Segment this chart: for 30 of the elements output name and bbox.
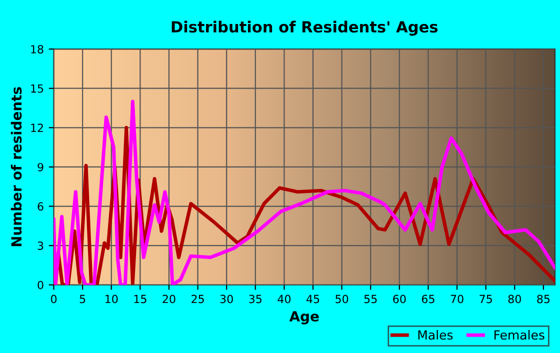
x-axis-title: Age: [289, 311, 319, 324]
chart-title: Distribution of Residents' Ages: [172, 20, 438, 36]
x-tick-label: 25: [192, 294, 204, 304]
x-tick-label: 75: [480, 294, 492, 304]
x-tick-label: 70: [450, 294, 464, 304]
y-axis-title: Number of residents: [10, 87, 22, 246]
x-tick-label: 20: [162, 294, 176, 304]
x-tick-label: 50: [336, 294, 348, 304]
y-tick-label: 6: [38, 202, 44, 211]
x-tick-label: 55: [364, 294, 377, 304]
y-tick-label: 3: [38, 242, 44, 250]
legend-label: Males: [418, 330, 453, 340]
y-tick-label: 0: [38, 280, 44, 290]
x-tick-label: 85: [537, 294, 550, 304]
y-tick-label: 9: [38, 162, 44, 172]
x-tick-label: 35: [249, 294, 262, 304]
legend-label: Females: [494, 330, 544, 340]
x-tick-label: 60: [393, 294, 406, 304]
x-tick-label: 5: [80, 294, 86, 304]
x-tick-label: 0: [50, 294, 57, 304]
x-tick-label: 45: [306, 294, 320, 304]
y-tick-label: 18: [31, 45, 44, 54]
x-tick-label: 80: [508, 294, 521, 304]
y-tick-label: 15: [31, 84, 44, 93]
x-tick-label: 15: [134, 294, 146, 304]
x-tick-label: 10: [106, 294, 118, 304]
x-tick-label: 65: [422, 294, 434, 304]
x-tick-label: 40: [278, 294, 291, 304]
y-tick-label: 12: [31, 124, 43, 132]
x-tick-label: 30: [220, 294, 233, 304]
